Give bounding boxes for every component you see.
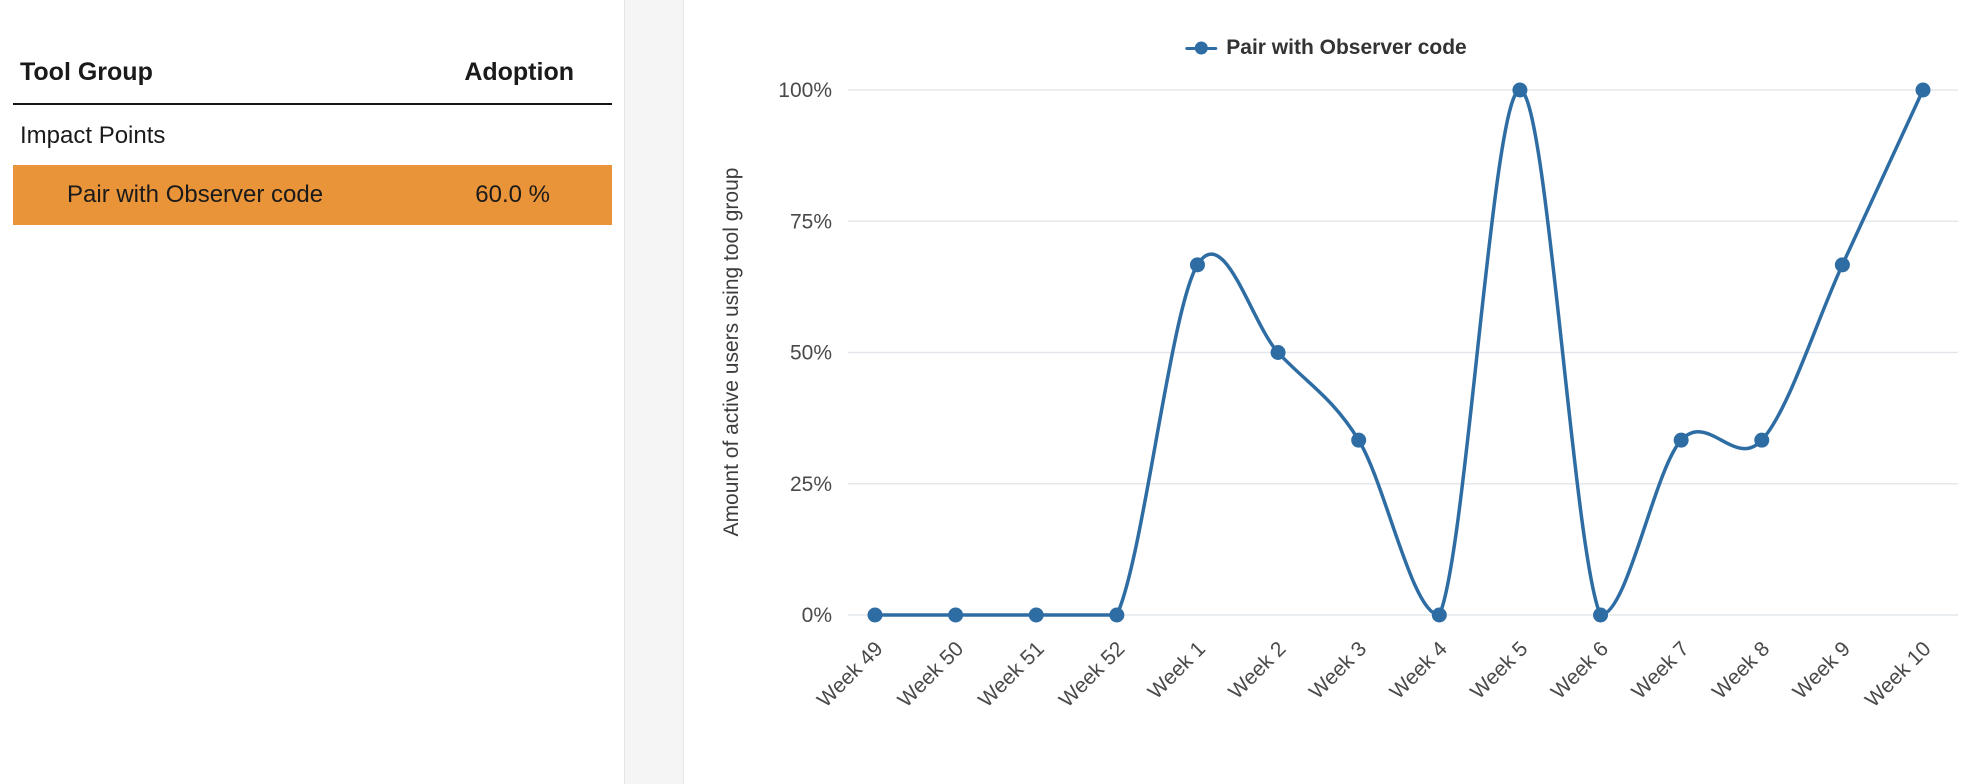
tool-row[interactable]: Pair with Observer code 60.0 %: [13, 165, 612, 225]
y-tick-label: 50%: [790, 342, 832, 365]
legend-line-dot-icon: [1185, 41, 1218, 55]
data-point[interactable]: [1915, 82, 1931, 98]
x-tick-label: Week 9: [1789, 637, 1855, 703]
tool-row-adoption: 60.0 %: [475, 181, 550, 208]
y-tick-label: 100%: [778, 79, 832, 102]
panel-divider: [624, 0, 684, 784]
chart-legend[interactable]: Pair with Observer code: [1185, 36, 1467, 60]
x-tick-label: Week 10: [1861, 637, 1936, 712]
legend-label: Pair with Observer code: [1226, 36, 1467, 59]
x-tick-label: Week 2: [1224, 637, 1290, 703]
adoption-chart: 0%25%50%75%100%Week 49 Week 50 Week 51 Week…: [720, 79, 1958, 712]
data-point[interactable]: [1512, 82, 1528, 98]
data-point[interactable]: [867, 607, 883, 623]
table-header-row: Tool Group Adoption: [13, 52, 612, 105]
x-tick-label: Week 7: [1627, 637, 1693, 703]
y-tick-label: 75%: [790, 210, 832, 233]
x-tick-label: Week 3: [1305, 637, 1371, 703]
tool-group-table: Tool Group Adoption Impact Points Pair w…: [13, 52, 612, 225]
data-point[interactable]: [948, 607, 964, 623]
chart-panel: 0% 25% 50% 75% 100% Week 49 Week 50 Week 51 Week…: [684, 0, 1968, 784]
series-line: [874, 88, 1925, 617]
group-row-label: Impact Points: [20, 122, 166, 149]
group-row-impact-points[interactable]: Impact Points: [13, 105, 612, 165]
x-tick-label: Week 50: [894, 637, 969, 712]
data-point[interactable]: [1834, 257, 1850, 273]
y-tick-label: 0%: [802, 604, 832, 627]
x-tick-label: Week 51: [974, 637, 1049, 712]
x-tick-label: Week 6: [1547, 637, 1613, 703]
x-tick-label: Week 1: [1144, 637, 1210, 703]
data-point[interactable]: [1189, 257, 1205, 273]
x-tick-label: Week 52: [1055, 637, 1130, 712]
adoption-header: Adoption: [464, 58, 574, 86]
x-tick-label: Week 8: [1708, 637, 1774, 703]
data-point[interactable]: [1593, 607, 1609, 623]
x-tick-label: Week 5: [1466, 637, 1532, 703]
tool-row-label: Pair with Observer code: [67, 181, 324, 208]
data-point[interactable]: [1431, 607, 1447, 623]
y-axis-title: Amount of active users using tool group: [720, 168, 743, 537]
data-point[interactable]: [1270, 345, 1286, 360]
tool-group-header: Tool Group: [20, 58, 153, 86]
x-tick-label: Week 4: [1385, 637, 1452, 704]
x-tick-label: Week 49: [813, 637, 888, 712]
data-point[interactable]: [1351, 432, 1367, 448]
tool-group-panel: Tool Group Adoption Impact Points Pair w…: [0, 0, 624, 784]
data-point[interactable]: [1754, 432, 1770, 448]
data-point[interactable]: [1109, 607, 1125, 623]
y-tick-label: 25%: [790, 473, 832, 496]
data-point[interactable]: [1028, 607, 1044, 623]
data-point[interactable]: [1673, 432, 1689, 448]
